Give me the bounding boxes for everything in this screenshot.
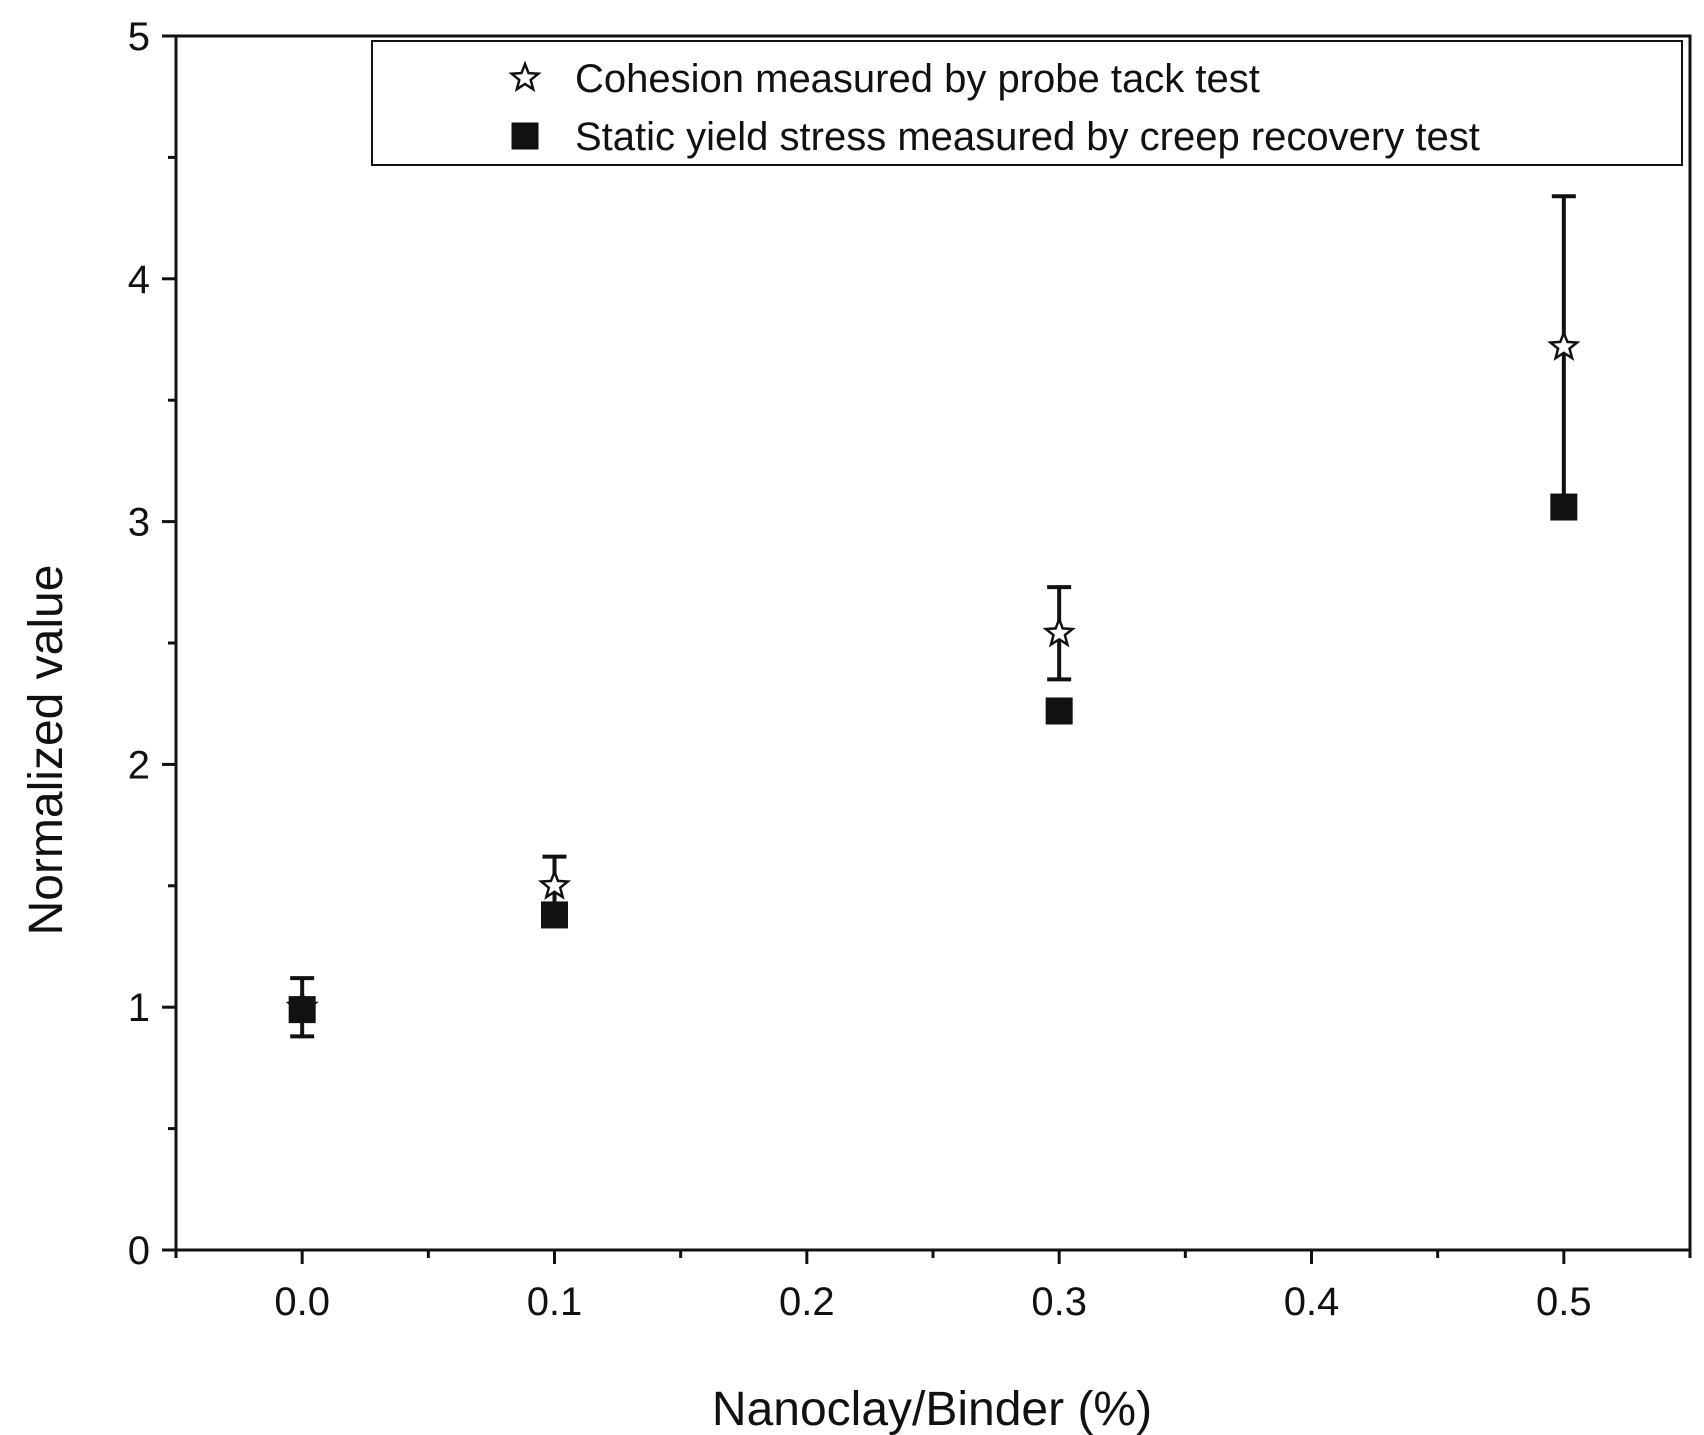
y-tick-label: 2 — [128, 743, 150, 787]
legend-star-icon — [508, 60, 542, 93]
legend: Cohesion measured by probe tack test Stat… — [371, 40, 1683, 166]
x-tick-label: 0.3 — [1031, 1280, 1087, 1324]
x-tick-label: 0.2 — [779, 1280, 835, 1324]
legend-entry-label: Static yield stress measured by creep re… — [575, 115, 1480, 159]
square-point — [1550, 493, 1578, 521]
y-tick-label: 4 — [128, 258, 150, 302]
star-point — [1042, 615, 1076, 648]
square-point — [541, 901, 568, 929]
y-tick-label: 5 — [128, 15, 150, 59]
x-tick-label: 0.5 — [1536, 1280, 1592, 1324]
star-point — [537, 868, 572, 900]
square-point — [1045, 697, 1073, 725]
data-marks — [285, 194, 1581, 1039]
star-point — [1547, 329, 1581, 361]
x-tick-label: 0.4 — [1284, 1280, 1340, 1324]
legend-entry-label: Cohesion measured by probe tack test — [575, 57, 1260, 101]
y-tick-label: 0 — [128, 1229, 150, 1273]
x-tick-label: 0.0 — [274, 1280, 330, 1324]
legend-square-icon — [511, 122, 539, 150]
axes: 0 1 2 3 4 5 0.0 0.1 0.2 0.3 0.4 0.5 — [128, 15, 1692, 1324]
x-tick-label: 0.1 — [527, 1280, 583, 1324]
square-point — [288, 996, 316, 1024]
x-axis-title: Nanoclay/Binder (%) — [712, 1383, 1152, 1435]
y-tick-label: 3 — [128, 501, 150, 545]
y-axis-title: Normalized value — [20, 565, 73, 936]
legend-box — [371, 40, 1683, 166]
y-tick-label: 1 — [128, 986, 150, 1030]
